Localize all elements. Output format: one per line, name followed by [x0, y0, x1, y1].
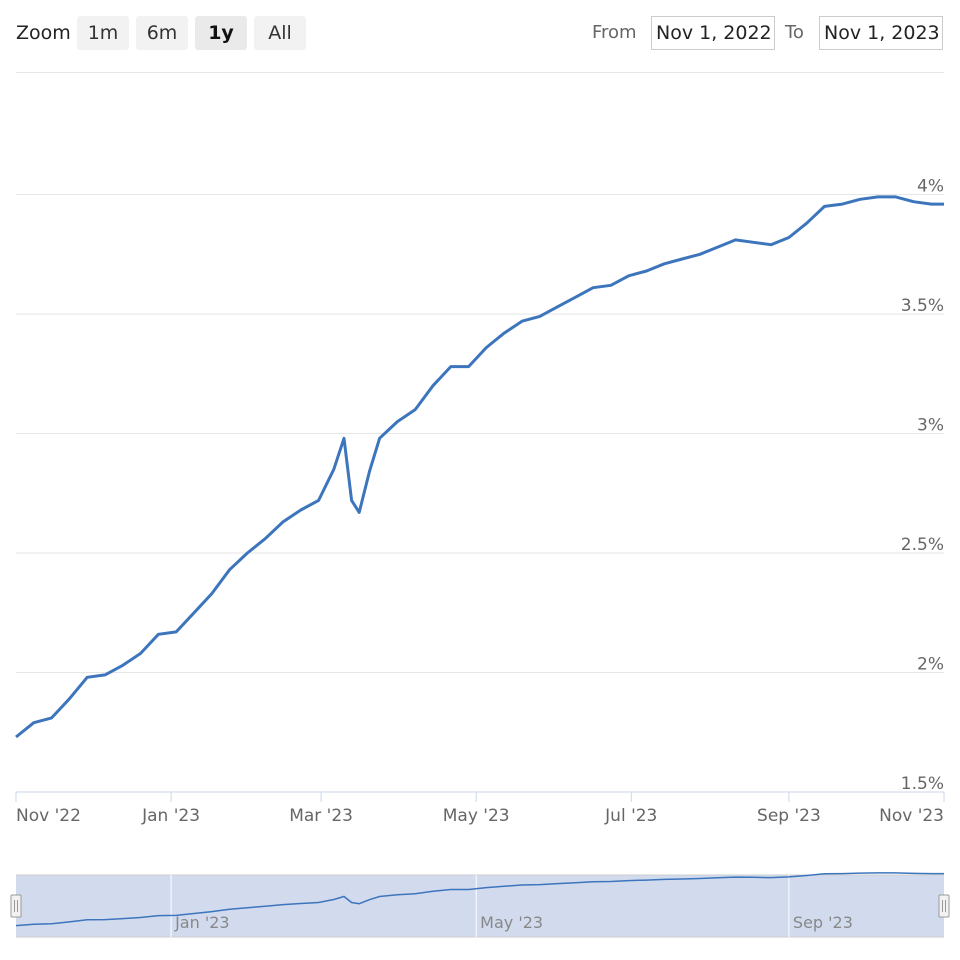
from-label: From — [592, 22, 637, 43]
navigator-label: Jan '23 — [174, 913, 230, 932]
x-tick-label: Jan '23 — [141, 806, 200, 826]
y-tick-label: 4% — [917, 177, 944, 197]
navigator-left-handle[interactable] — [10, 894, 22, 918]
x-axis: Nov '22 Jan '23 Mar '23 May '23 Jul '23 Sep '… — [15, 792, 945, 826]
navigator[interactable]: Jan '23 May '23 Sep '23 — [10, 872, 950, 938]
zoom-6m-button[interactable]: 6m — [136, 16, 188, 50]
x-tick-label: Mar '23 — [289, 806, 353, 826]
to-date-input[interactable] — [819, 16, 943, 50]
zoom-label: Zoom — [16, 22, 71, 44]
y-tick-label: 1.5% — [901, 774, 944, 794]
navigator-right-handle[interactable] — [938, 894, 950, 918]
x-tick-label: Nov '23 — [879, 806, 944, 826]
grid-lines — [16, 194, 944, 673]
y-tick-label: 3% — [917, 416, 944, 436]
navigator-label: May '23 — [480, 913, 543, 932]
y-tick-label: 2.5% — [901, 535, 944, 555]
y-axis: 1.5% 2% 2.5% 3% 3.5% 4% — [901, 177, 944, 795]
x-tick-label: Nov '22 — [16, 806, 81, 826]
navigator-label: Sep '23 — [793, 913, 853, 932]
y-tick-label: 3.5% — [901, 296, 944, 316]
to-label: To — [785, 22, 804, 43]
zoom-1m-button[interactable]: 1m — [77, 16, 129, 50]
x-tick-label: Jul '23 — [604, 806, 657, 826]
toolbar-divider — [16, 72, 944, 73]
zoom-1y-button[interactable]: 1y — [195, 16, 247, 50]
y-tick-label: 2% — [917, 655, 944, 675]
x-tick-label: Sep '23 — [757, 806, 821, 826]
from-date-input[interactable] — [651, 16, 775, 50]
series-line[interactable] — [15, 195, 944, 739]
zoom-all-button[interactable]: All — [254, 16, 306, 50]
navigator-series-line — [15, 872, 944, 927]
range-selector: Zoom 1m 6m 1y All From To — [0, 0, 960, 70]
x-tick-label: May '23 — [443, 806, 510, 826]
